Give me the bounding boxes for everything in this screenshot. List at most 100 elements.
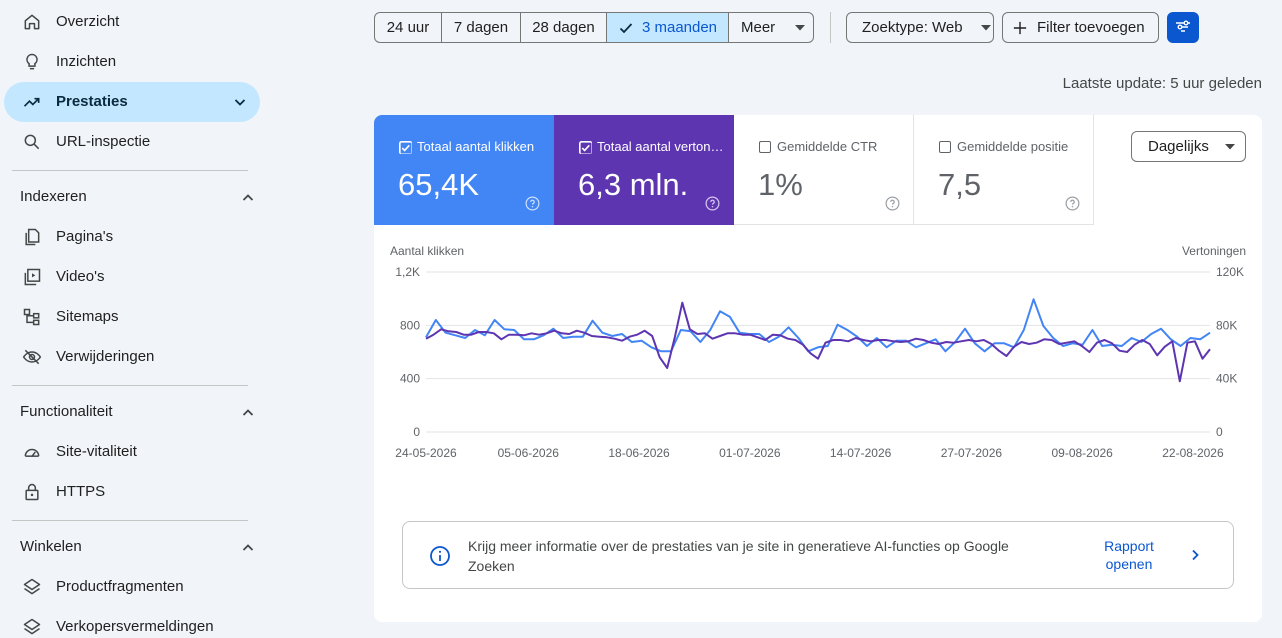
filter-settings-button[interactable] [1167, 12, 1199, 43]
checkbox-unchecked[interactable] [759, 141, 771, 153]
section-header-winkelen[interactable]: Winkelen [20, 538, 256, 562]
chevron-up-icon [242, 409, 254, 416]
chevron-down-icon [234, 99, 246, 106]
help-icon[interactable] [885, 196, 900, 211]
sidebar-item-label: Overzicht [56, 13, 120, 30]
granularity-label: Dagelijks [1148, 138, 1209, 155]
metric-label: Totaal aantal vertoningen [597, 139, 725, 154]
x-tick: 27-07-2026 [941, 446, 1003, 460]
sidebar-item-videos[interactable]: Video's [4, 257, 260, 297]
visibility-off-icon [22, 349, 42, 365]
metric-label: Gemiddelde CTR [777, 139, 878, 154]
chart-series [425, 298, 1211, 383]
dropdown-arrow-icon [795, 24, 806, 30]
layers-icon [23, 618, 41, 635]
sidebar-item-label: Video's [56, 268, 105, 285]
y-tick-left: 800 [400, 318, 420, 332]
video-icon [24, 268, 41, 286]
speedometer-icon [24, 448, 40, 457]
check-icon [619, 22, 633, 33]
layers-icon [23, 578, 41, 595]
sidebar-item-sitemaps[interactable]: Sitemaps [4, 297, 260, 337]
y-tick-left: 400 [400, 372, 420, 386]
help-icon[interactable] [1065, 196, 1080, 211]
y-axis-right-ticks: 0 40K 80K 120K [1216, 265, 1244, 439]
ai-features-banner: Krijg meer informatie over de prestaties… [402, 521, 1234, 589]
y-axis-right-title: Vertoningen [1182, 244, 1246, 258]
section-title: Winkelen [20, 538, 82, 555]
sidebar-item-label: Verwijderingen [56, 348, 155, 365]
y-tick-left: 1,2K [395, 265, 420, 279]
x-axis-ticks: 24-05-2026 05-06-2026 18-06-2026 01-07-2026… [395, 446, 1224, 460]
search-type-dropdown[interactable]: Zoektype: Web [846, 12, 994, 43]
section-header-functionaliteit[interactable]: Functionaliteit [20, 403, 256, 427]
sidebar-item-site-vitaliteit[interactable]: Site-vitaliteit [4, 432, 260, 472]
series-line-impressions [425, 301, 1211, 383]
trending-up-icon [23, 97, 40, 107]
sidebar-item-label: HTTPS [56, 483, 106, 500]
plus-icon [1013, 21, 1027, 34]
sidebar-item-label: Inzichten [56, 53, 117, 70]
sidebar: Overzicht Inzichten Prestaties URL-inspe… [0, 0, 262, 638]
help-icon[interactable] [525, 196, 540, 211]
range-3m-button[interactable]: 3 maanden [606, 12, 729, 43]
range-24h-button[interactable]: 24 uur [374, 12, 442, 43]
sidebar-item-verkopersvermeldingen[interactable]: Verkopersvermeldingen [4, 607, 260, 638]
sidebar-item-url-inspectie[interactable]: URL-inspectie [4, 122, 260, 162]
sidebar-item-inzichten[interactable]: Inzichten [4, 42, 260, 82]
sidebar-item-label: URL-inspectie [56, 133, 151, 150]
sidebar-item-verwijderingen[interactable]: Verwijderingen [4, 337, 260, 377]
y-tick-right: 40K [1216, 372, 1237, 386]
x-tick: 09-08-2026 [1051, 446, 1113, 460]
range-28d-button[interactable]: 28 dagen [520, 12, 607, 43]
add-filter-button[interactable]: Filter toevoegen [1002, 12, 1159, 43]
sidebar-item-paginas[interactable]: Pagina's [4, 217, 260, 257]
section-header-indexeren[interactable]: Indexeren [20, 188, 256, 212]
lock-icon [25, 483, 39, 501]
range-more-button[interactable]: Meer [728, 12, 814, 43]
checkbox-checked-icon[interactable] [579, 141, 592, 154]
sidebar-item-label: Pagina's [56, 228, 114, 245]
metric-position-tile[interactable]: Gemiddelde positie 7,5 [914, 115, 1094, 225]
metric-value: 65,4K [398, 167, 480, 202]
performance-chart[interactable]: Aantal klikken Vertoningen 0 400 800 1,2K 0… [374, 240, 1262, 470]
last-update-text: Laatste update: 5 uur geleden [1062, 75, 1262, 92]
sidebar-item-overzicht[interactable]: Overzicht [4, 2, 260, 42]
range-label: 3 maanden [641, 19, 718, 36]
metric-value: 7,5 [938, 167, 982, 202]
search-type-label: Zoektype: Web [862, 19, 963, 36]
sidebar-item-https[interactable]: HTTPS [4, 472, 260, 512]
metric-ctr-tile[interactable]: Gemiddelde CTR 1% [734, 115, 914, 225]
x-tick: 01-07-2026 [719, 446, 781, 460]
chevron-up-icon [242, 544, 254, 551]
metric-label: Gemiddelde positie [957, 139, 1069, 154]
sidebar-item-label: Prestaties [56, 93, 128, 110]
range-label: 24 uur [386, 19, 430, 36]
metric-clicks-tile[interactable]: Totaal aantal klikken 65,4K [374, 115, 554, 225]
checkbox-unchecked[interactable] [939, 141, 951, 153]
range-label: Meer [741, 19, 776, 36]
sidebar-item-productfragmenten[interactable]: Productfragmenten [4, 567, 260, 607]
granularity-dropdown[interactable]: Dagelijks [1131, 131, 1246, 162]
sidebar-item-label: Verkopersvermeldingen [56, 618, 214, 635]
range-label: 28 dagen [532, 19, 595, 36]
chevron-up-icon [242, 194, 254, 201]
help-icon[interactable] [705, 196, 720, 211]
metric-impressions-tile[interactable]: Totaal aantal vertoningen 6,3 mln. [554, 115, 734, 225]
checkbox-checked-icon[interactable] [399, 141, 412, 154]
info-icon [430, 546, 450, 566]
y-axis-left-title: Aantal klikken [390, 244, 464, 258]
sidebar-item-prestaties[interactable]: Prestaties [4, 82, 260, 122]
x-tick: 14-07-2026 [830, 446, 892, 460]
y-tick-right: 80K [1216, 318, 1237, 332]
chevron-right-icon[interactable] [1187, 547, 1203, 563]
y-tick-left: 0 [413, 425, 420, 439]
performance-card: Totaal aantal klikken 65,4K Totaal aanta… [374, 115, 1262, 622]
range-7d-button[interactable]: 7 dagen [441, 12, 521, 43]
open-report-link[interactable]: Rapport openen [1104, 538, 1154, 572]
dropdown-arrow-icon [980, 24, 991, 30]
add-filter-label: Filter toevoegen [1037, 19, 1145, 36]
dropdown-arrow-icon [1224, 143, 1235, 149]
sitemap-icon [23, 308, 40, 326]
chart-grid [426, 271, 1210, 433]
